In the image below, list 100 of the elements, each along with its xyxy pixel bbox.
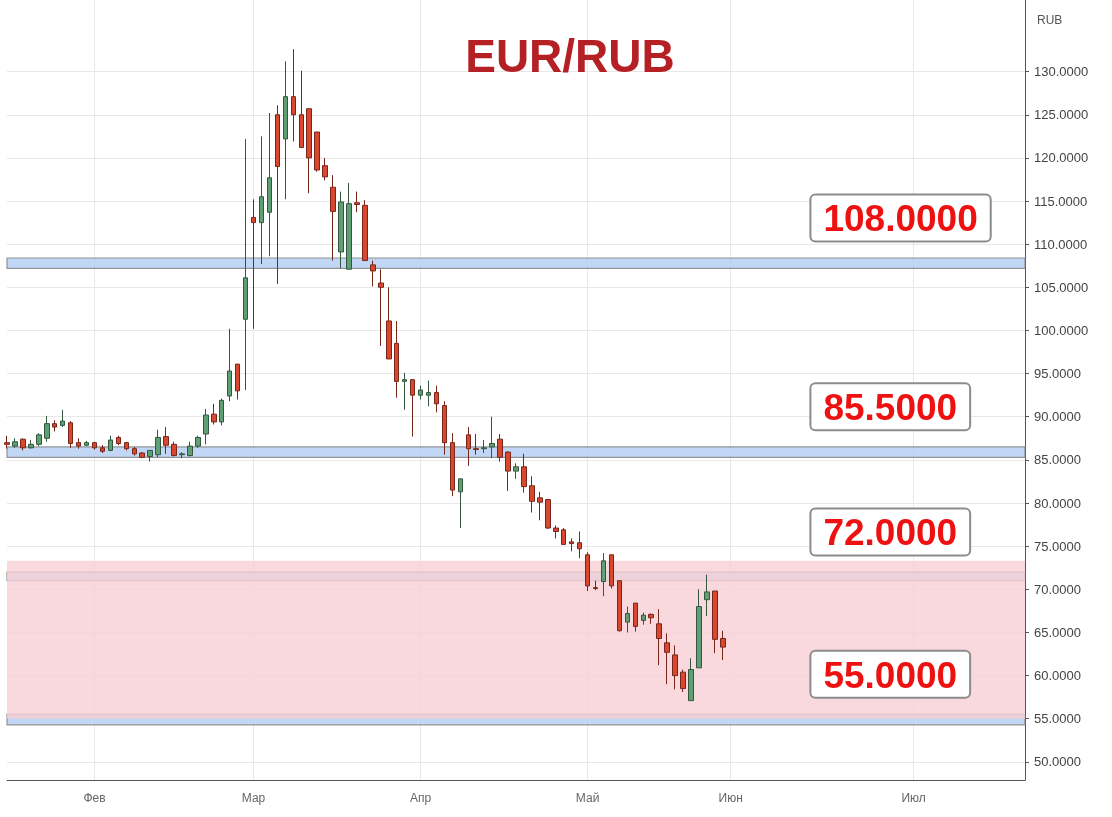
candlestick (211, 403, 217, 426)
y-tick-label: 65.0000 (1034, 624, 1081, 640)
candlestick (481, 439, 487, 454)
y-tick-label: 130.0000 (1034, 64, 1089, 80)
candlestick (394, 320, 399, 399)
candlestick (124, 441, 129, 451)
candlestick (712, 590, 718, 654)
candlestick (569, 537, 574, 552)
candlestick (720, 630, 726, 661)
candlestick (625, 606, 630, 633)
candlestick (267, 112, 272, 257)
candlestick (585, 551, 590, 592)
candlestick (688, 657, 694, 702)
y-tick-label: 50.0000 (1034, 754, 1081, 770)
candlestick (92, 441, 97, 451)
candlestick (251, 198, 256, 330)
candlestick (426, 380, 431, 407)
candlestick (656, 608, 662, 666)
candlestick (12, 437, 18, 449)
y-tick-label: 115.0000 (1034, 193, 1088, 209)
y-tick-label: 110.0000 (1034, 236, 1088, 252)
candlestick (299, 70, 304, 149)
candlestick (314, 131, 320, 173)
candlestick (76, 437, 81, 450)
candlestick (696, 588, 702, 669)
band-label: 85.5000 (823, 387, 958, 429)
candlestick (283, 60, 288, 200)
x-tick-label: Апр (409, 791, 432, 805)
candlestick (370, 260, 376, 287)
x-tick-label: Июн (718, 791, 743, 805)
candlestick (20, 437, 26, 451)
y-tick-label: 120.0000 (1034, 150, 1089, 166)
candlestick (139, 451, 145, 459)
candlestick (672, 644, 678, 690)
candlestick (633, 602, 638, 633)
candlestick (291, 48, 296, 142)
candlestick (434, 385, 439, 413)
x-tick-label: Июл (901, 791, 926, 805)
candlestick (513, 462, 519, 480)
candlestick (100, 444, 105, 454)
candlestick (648, 612, 654, 625)
y-tick-label: 80.0000 (1034, 495, 1081, 511)
candlestick (338, 191, 344, 269)
x-tick-label: Фев (83, 791, 106, 805)
candlestick (354, 191, 360, 213)
candlestick (577, 531, 582, 559)
candlestick (68, 420, 73, 449)
candlestick (601, 552, 606, 597)
candlestick (171, 441, 177, 457)
candlestick (521, 453, 527, 494)
candlestick (553, 524, 559, 539)
band-label: 108.0000 (823, 198, 978, 240)
candlestick (330, 174, 336, 262)
candlestick (497, 433, 503, 463)
candlestick (203, 408, 209, 445)
y-tick-label: 125.0000 (1034, 107, 1089, 123)
y-tick-label: 75.0000 (1034, 538, 1081, 554)
candlestick (489, 416, 495, 459)
candlestick (52, 419, 57, 432)
candlestick (195, 435, 201, 449)
candlestick (593, 580, 598, 591)
candlestick (609, 554, 614, 589)
candlestick (680, 669, 686, 693)
candlestick (450, 432, 455, 497)
candlestick (187, 441, 193, 457)
candlestick (108, 435, 113, 452)
candlestick (116, 435, 121, 446)
candlestick (362, 199, 368, 262)
band-label: 72.0000 (823, 512, 958, 554)
candlestick (410, 379, 415, 438)
candlestick (219, 398, 224, 426)
candlestick (84, 440, 89, 447)
x-tick-label: Мар (241, 791, 266, 805)
band-label: 55.0000 (823, 654, 958, 696)
candlestick (275, 104, 280, 285)
y-tick-label: 60.0000 (1034, 668, 1081, 684)
candlestick (36, 432, 42, 447)
candlestick (529, 475, 535, 514)
y-tick-label: 90.0000 (1034, 409, 1081, 425)
y-tick-label: 55.0000 (1034, 711, 1081, 727)
y-tick-label: 70.0000 (1034, 581, 1081, 597)
candlestick (378, 268, 384, 347)
candlestick (179, 451, 185, 459)
candlestick (44, 415, 50, 443)
candlestick (132, 446, 137, 457)
candlestick (147, 449, 153, 463)
candlestick (473, 433, 479, 456)
candlestick (641, 612, 646, 626)
y-tick-label: 95.0000 (1034, 366, 1081, 382)
candlestick (259, 135, 264, 265)
candlestick (466, 426, 471, 467)
y-tick-label: 85.0000 (1034, 452, 1081, 468)
candlestick (235, 363, 240, 400)
y-axis-title: RUB (1037, 13, 1063, 27)
candlestick (28, 439, 34, 450)
candlestick (322, 157, 328, 181)
candlestick (163, 426, 169, 455)
candlestick (458, 478, 463, 529)
candlestick (545, 498, 551, 530)
candlestick (4, 435, 10, 450)
